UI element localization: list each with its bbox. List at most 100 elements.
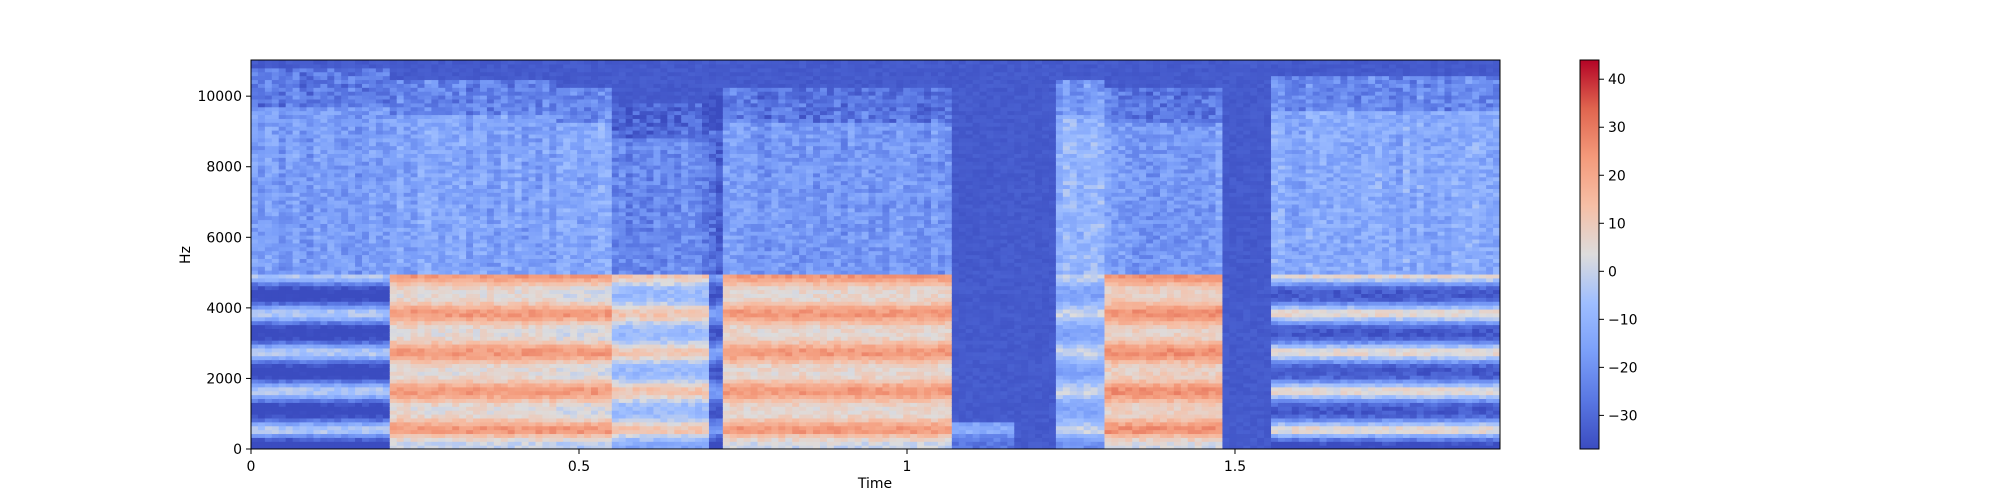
- heatmap-cell: [522, 321, 530, 325]
- heatmap-cell: [480, 348, 488, 352]
- heatmap-cell: [265, 274, 273, 278]
- heatmap-cell: [390, 247, 398, 251]
- heatmap-cell: [300, 348, 308, 352]
- heatmap-cell: [251, 169, 259, 173]
- heatmap-cell: [251, 391, 259, 395]
- heatmap-cell: [501, 173, 509, 177]
- heatmap-cell: [549, 402, 557, 406]
- heatmap-cell: [293, 313, 301, 317]
- heatmap-cell: [286, 103, 294, 107]
- heatmap-cell: [265, 262, 273, 266]
- heatmap-cell: [348, 192, 356, 196]
- heatmap-cell: [515, 227, 523, 231]
- heatmap-cell: [438, 130, 446, 134]
- heatmap-cell: [293, 149, 301, 153]
- heatmap-cell: [411, 352, 419, 356]
- heatmap-cell: [563, 348, 571, 352]
- heatmap-cell: [556, 387, 564, 391]
- heatmap-cell: [341, 118, 349, 122]
- heatmap-cell: [313, 200, 321, 204]
- heatmap-cell: [508, 433, 516, 437]
- heatmap-cell: [383, 138, 391, 142]
- heatmap-cell: [418, 321, 426, 325]
- heatmap-cell: [383, 204, 391, 208]
- heatmap-cell: [397, 356, 405, 360]
- heatmap-cell: [473, 395, 481, 399]
- heatmap-cell: [584, 325, 592, 329]
- heatmap-cell: [438, 142, 446, 146]
- heatmap-cell: [431, 379, 439, 383]
- heatmap-cell: [556, 255, 564, 259]
- heatmap-cell: [390, 422, 398, 426]
- heatmap-cell: [535, 161, 543, 165]
- heatmap-cell: [508, 406, 516, 410]
- heatmap-cell: [459, 321, 467, 325]
- heatmap-cell: [251, 418, 259, 422]
- heatmap-cell: [535, 251, 543, 255]
- heatmap-cell: [529, 317, 537, 321]
- heatmap-cell: [293, 138, 301, 142]
- heatmap-cell: [508, 375, 516, 379]
- heatmap-cell: [584, 301, 592, 305]
- heatmap-cell: [549, 130, 557, 134]
- heatmap-cell: [487, 165, 495, 169]
- heatmap-cell: [549, 441, 557, 445]
- heatmap-cell: [286, 305, 294, 309]
- heatmap-cell: [549, 414, 557, 418]
- heatmap-cell: [411, 297, 419, 301]
- heatmap-cell: [570, 68, 578, 72]
- heatmap-cell: [320, 426, 328, 430]
- heatmap-cell: [494, 251, 502, 255]
- heatmap-cell: [549, 293, 557, 297]
- heatmap-cell: [466, 433, 474, 437]
- heatmap-cell: [494, 321, 502, 325]
- heatmap-cell: [390, 383, 398, 387]
- heatmap-cell: [348, 402, 356, 406]
- heatmap-cell: [362, 157, 370, 161]
- heatmap-cell: [480, 114, 488, 118]
- heatmap-cell: [473, 363, 481, 367]
- heatmap-cell: [272, 371, 280, 375]
- heatmap-cell: [508, 255, 516, 259]
- heatmap-cell: [390, 309, 398, 313]
- heatmap-cell: [327, 83, 335, 87]
- heatmap-cell: [549, 344, 557, 348]
- heatmap-cell: [411, 196, 419, 200]
- heatmap-cell: [508, 142, 516, 146]
- heatmap-cell: [549, 153, 557, 157]
- heatmap-cell: [411, 200, 419, 204]
- heatmap-cell: [397, 138, 405, 142]
- heatmap-cell: [438, 95, 446, 99]
- heatmap-cell: [251, 192, 259, 196]
- heatmap-cell: [369, 91, 377, 95]
- heatmap-cell: [480, 367, 488, 371]
- heatmap-cell: [431, 247, 439, 251]
- heatmap-cell: [272, 278, 280, 282]
- heatmap-cell: [466, 414, 474, 418]
- heatmap-cell: [390, 95, 398, 99]
- heatmap-cell: [300, 383, 308, 387]
- heatmap-cell: [466, 196, 474, 200]
- heatmap-cell: [376, 219, 384, 223]
- heatmap-cell: [265, 99, 273, 103]
- heatmap-cell: [376, 251, 384, 255]
- heatmap-cell: [577, 391, 585, 395]
- heatmap-cell: [459, 293, 467, 297]
- heatmap-cell: [424, 130, 432, 134]
- heatmap-cell: [584, 95, 592, 99]
- heatmap-cell: [334, 177, 342, 181]
- heatmap-cell: [369, 251, 377, 255]
- heatmap-cell: [549, 196, 557, 200]
- heatmap-cell: [418, 196, 426, 200]
- heatmap-cell: [355, 328, 363, 332]
- heatmap-cell: [577, 83, 585, 87]
- heatmap-cell: [515, 301, 523, 305]
- heatmap-cell: [591, 91, 599, 95]
- heatmap-cell: [348, 293, 356, 297]
- heatmap-cell: [445, 208, 453, 212]
- heatmap-cell: [355, 352, 363, 356]
- heatmap-cell: [522, 165, 530, 169]
- heatmap-cell: [404, 114, 412, 118]
- heatmap-cell: [466, 142, 474, 146]
- heatmap-cell: [452, 286, 460, 290]
